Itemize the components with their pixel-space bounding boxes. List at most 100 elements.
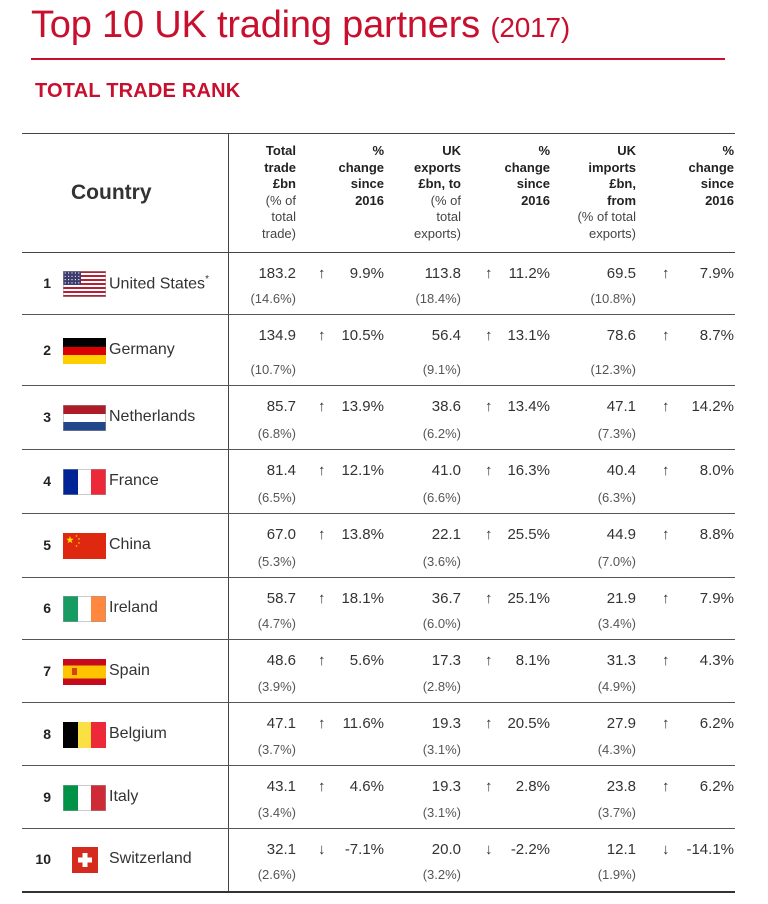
exports-change: 2.8% [515, 778, 550, 795]
table-row: 2 Germany 134.9 (10.7%) 56.4 (9.1%) 78.6 (12.3%… [22, 315, 735, 386]
column-header-line: Total [265, 143, 296, 158]
row-divider [22, 314, 735, 315]
country-name-text: Italy [109, 787, 139, 805]
up-arrow-icon: ↑ [485, 526, 493, 543]
imports-change: 4.3% [699, 652, 734, 669]
column-header-note: trade) [262, 225, 296, 241]
imports-value: 21.9 [606, 590, 636, 607]
column-header-imports: UK imports £bn, from (% of total exports) [577, 143, 636, 242]
column-header-line: since [350, 176, 384, 191]
table-row: 8 Belgium 47.1 (3.7%) 19.3 (3.1%) 27.9 (4.3%) ↑ 1… [22, 703, 735, 766]
total-value: 134.9 [258, 327, 296, 344]
switzerland-flag-icon [63, 847, 106, 873]
title-text: Top 10 UK trading partners [31, 4, 480, 46]
column-header-exports: UK exports £bn, to (% of total exports) [414, 143, 461, 242]
up-arrow-icon: ↑ [662, 715, 670, 732]
imports-change: 8.0% [699, 462, 734, 479]
row-divider [22, 639, 735, 640]
exports-change: 25.5% [507, 526, 550, 543]
up-arrow-icon: ↑ [318, 590, 326, 607]
up-arrow-icon: ↑ [318, 778, 326, 795]
column-header-note: total [271, 209, 296, 224]
total-share: (14.6%) [250, 291, 296, 306]
country-name-text: Germany [109, 340, 175, 358]
total-share: (6.8%) [257, 426, 296, 441]
title-year: (2017) [490, 12, 571, 43]
country-name: Spain [109, 662, 150, 680]
row-divider [22, 385, 735, 386]
country-name-text: Ireland [109, 599, 158, 616]
country-column-header: Country [71, 181, 152, 204]
down-arrow-icon: ↓ [662, 841, 670, 858]
imports-value: 12.1 [606, 841, 636, 858]
up-arrow-icon: ↑ [662, 778, 670, 795]
column-header-note: exports) [414, 225, 461, 241]
column-header-line: imports [588, 159, 636, 175]
up-arrow-icon: ↑ [662, 652, 670, 669]
table-row: 9 Italy 43.1 (3.4%) 19.3 (3.1%) 23.8 (3.7%) ↑ 4.6… [22, 766, 735, 829]
total-change: 5.6% [349, 652, 384, 669]
imports-value: 27.9 [606, 715, 636, 732]
column-header-line: change [338, 159, 384, 175]
column-header-imports-change: % change since 2016 [688, 143, 734, 209]
imports-share: (6.3%) [597, 490, 636, 505]
imports-value: 69.5 [606, 265, 636, 282]
imports-share: (10.8%) [590, 291, 636, 306]
exports-change: 11.2% [508, 265, 550, 282]
us-flag-icon [63, 271, 106, 297]
imports-change: -14.1% [686, 841, 734, 858]
rank-number: 5 [43, 537, 51, 553]
imports-share: (4.3%) [597, 742, 636, 757]
exports-value: 19.3 [431, 715, 461, 732]
up-arrow-icon: ↑ [485, 265, 493, 282]
table-header-rule [22, 252, 735, 253]
total-share: (2.6%) [257, 867, 296, 882]
total-share: (3.7%) [257, 742, 296, 757]
total-value: 32.1 [266, 841, 296, 858]
row-divider [22, 513, 735, 514]
exports-share: (3.6%) [422, 554, 461, 569]
rank-number: 2 [43, 341, 51, 358]
china-flag-icon [63, 533, 106, 559]
exports-value: 22.1 [431, 526, 461, 543]
row-divider [22, 577, 735, 578]
total-change: 4.6% [349, 778, 384, 795]
column-header-line: since [700, 176, 734, 191]
row-divider [22, 449, 735, 450]
column-header-note: (% of [265, 192, 296, 208]
exports-share: (3.2%) [422, 867, 461, 882]
column-header-line: £bn, to [418, 176, 461, 191]
imports-value: 47.1 [606, 398, 636, 415]
rank-number: 7 [43, 662, 51, 679]
total-change: 18.1% [341, 590, 384, 607]
ireland-flag-icon [63, 596, 106, 622]
table-row: 4 France 81.4 (6.5%) 41.0 (6.6%) 40.4 (6.3%) ↑ 12… [22, 450, 735, 514]
imports-share: (4.9%) [597, 679, 636, 694]
france-flag-icon [63, 469, 106, 495]
total-change: 11.6% [342, 715, 384, 732]
country-name-text: Belgium [109, 724, 167, 742]
rank-number: 4 [43, 473, 51, 489]
imports-share: (12.3%) [590, 362, 636, 377]
column-header-line: 2016 [705, 192, 734, 208]
imports-change: 6.2% [699, 778, 734, 795]
up-arrow-icon: ↑ [662, 590, 670, 607]
total-share: (10.7%) [250, 362, 296, 377]
exports-change: 13.1% [507, 327, 550, 344]
up-arrow-icon: ↑ [318, 526, 326, 543]
column-header-note: exports) [589, 225, 636, 241]
imports-value: 40.4 [606, 462, 636, 479]
row-divider [22, 765, 735, 766]
up-arrow-icon: ↑ [662, 398, 670, 415]
imports-value: 44.9 [606, 526, 636, 543]
exports-share: (6.2%) [422, 426, 461, 441]
imports-change: 7.9% [699, 265, 734, 282]
total-share: (6.5%) [257, 490, 296, 505]
up-arrow-icon: ↑ [318, 652, 326, 669]
total-change: 13.8% [341, 526, 384, 543]
imports-change: 6.2% [699, 715, 734, 732]
up-arrow-icon: ↑ [485, 590, 493, 607]
rank-number: 6 [43, 600, 51, 616]
imports-share: (3.7%) [597, 805, 636, 820]
total-value: 67.0 [266, 526, 296, 543]
